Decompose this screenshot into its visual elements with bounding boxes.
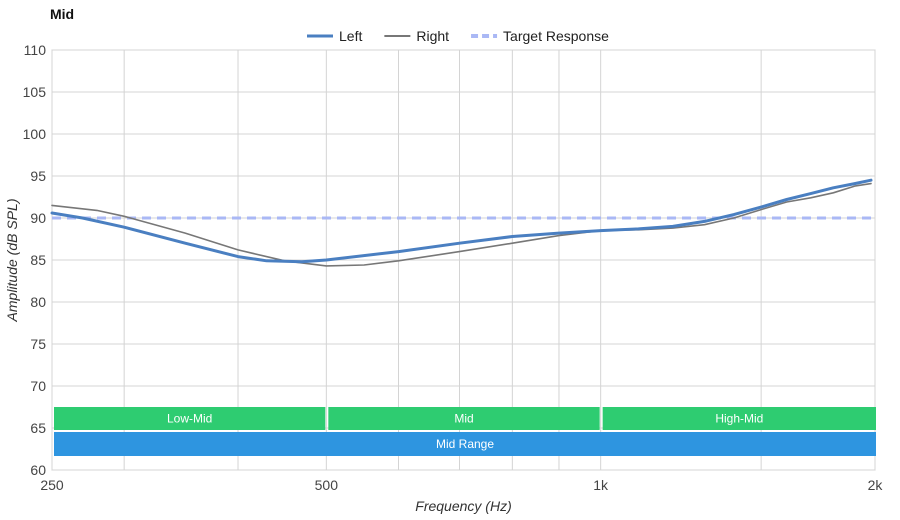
tick-labels: 60 65 70 75 80 85 90 95 100 105 110 250 500 1k 2k	[23, 42, 884, 493]
legend-label-left: Left	[339, 28, 362, 44]
series-line-left	[50, 178, 873, 264]
legend-label-right: Right	[416, 28, 449, 44]
x-tick-label: 2k	[868, 477, 884, 493]
series-lines	[50, 178, 873, 267]
grid	[51, 49, 876, 471]
x-tick-label: 1k	[593, 477, 609, 493]
x-tick-label: 250	[40, 477, 64, 493]
y-tick-label: 100	[23, 126, 47, 142]
y-tick-label: 90	[30, 210, 46, 226]
band-label-mid-range: Mid Range	[436, 437, 494, 451]
band-label-low-mid: Low-Mid	[167, 412, 212, 426]
legend-label-target-response: Target Response	[503, 28, 609, 44]
frequency-bands: Low-Mid Mid High-Mid Mid Range	[54, 407, 876, 456]
chart-title: Mid	[50, 6, 75, 22]
y-tick-label: 95	[30, 168, 46, 184]
y-tick-label: 60	[30, 462, 46, 478]
y-tick-label: 85	[30, 252, 46, 268]
series-line-right	[51, 182, 872, 267]
band-low-mid	[54, 407, 326, 430]
y-axis-label: Amplitude (dB SPL)	[4, 199, 20, 323]
x-axis-label: Frequency (Hz)	[415, 498, 511, 514]
band-label-mid: Mid	[454, 412, 473, 426]
y-tick-label: 80	[30, 294, 46, 310]
band-high-mid	[602, 407, 876, 430]
y-tick-label: 110	[24, 42, 47, 58]
band-label-high-mid: High-Mid	[715, 412, 763, 426]
y-tick-label: 70	[30, 378, 46, 394]
y-tick-label: 65	[30, 420, 46, 436]
band-mid-range	[54, 432, 876, 456]
band-mid	[328, 407, 600, 430]
legend: Left Right Target Response	[307, 28, 609, 44]
y-tick-label: 105	[23, 84, 47, 100]
y-tick-label: 75	[30, 336, 46, 352]
x-tick-label: 500	[315, 477, 339, 493]
